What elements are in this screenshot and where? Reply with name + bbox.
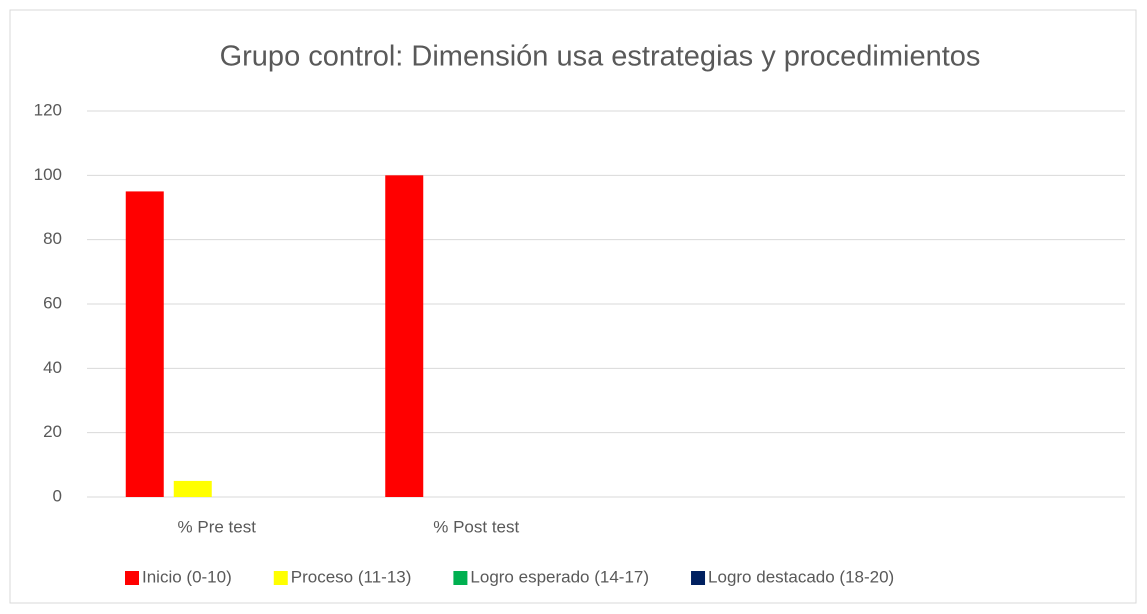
y-tick-label: 40 (43, 358, 62, 377)
y-tick-label: 20 (43, 422, 62, 441)
legend-label: Logro destacado (18-20) (708, 567, 894, 586)
legend-swatch (273, 571, 288, 585)
y-tick-label: 60 (43, 293, 62, 312)
y-tick-label: 0 (53, 486, 62, 505)
legend-swatch (691, 571, 706, 585)
chart-border (9, 9, 1137, 604)
y-tick-label: 80 (43, 229, 62, 248)
x-tick-label: % Pre test (178, 517, 257, 536)
legend-label: Inicio (0-10) (142, 567, 232, 586)
y-tick-label: 100 (34, 165, 62, 184)
legend-label: Proceso (11-13) (291, 567, 412, 586)
legend-label: Logro esperado (14-17) (470, 567, 649, 586)
legend-swatch (125, 571, 139, 585)
chart-title: Grupo control: Dimensión usa estrategias… (220, 41, 981, 73)
bar (173, 480, 212, 497)
x-tick-label: % Post test (433, 517, 519, 536)
bar (125, 191, 164, 497)
y-tick-label: 120 (34, 100, 62, 119)
bar (385, 175, 424, 498)
legend-swatch (453, 571, 468, 585)
